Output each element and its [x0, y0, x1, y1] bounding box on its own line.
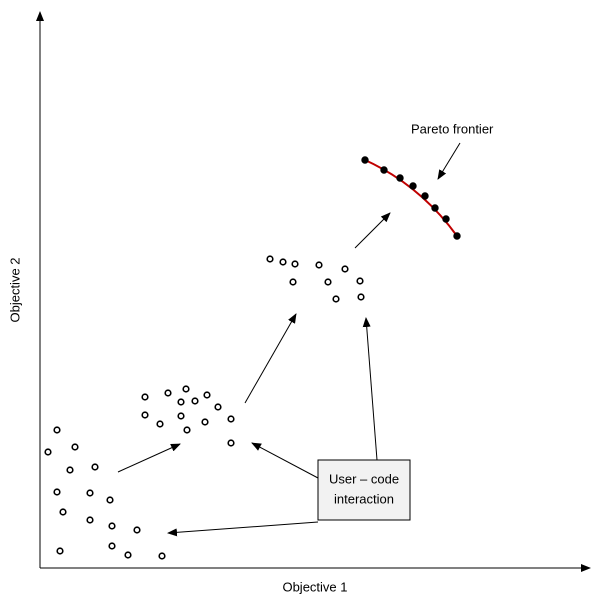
solution-point [133, 526, 141, 534]
solution-point [266, 255, 274, 263]
y-axis-label: Objective 2 [7, 257, 22, 322]
solution-point [182, 385, 190, 393]
solution-point [86, 516, 94, 524]
solution-point [357, 293, 365, 301]
points [44, 156, 461, 560]
solution-point [91, 463, 99, 471]
pareto-point [442, 215, 450, 223]
pareto-point [409, 182, 417, 190]
solution-point [203, 391, 211, 399]
pareto-point [380, 166, 388, 174]
solution-point [332, 295, 340, 303]
solution-point [124, 551, 132, 559]
solution-point [53, 426, 61, 434]
arrow [244, 313, 297, 404]
solution-point [227, 439, 235, 447]
solution-point [59, 508, 67, 516]
pareto-point [453, 232, 461, 240]
solution-point [289, 278, 297, 286]
interaction-label: interaction [334, 491, 394, 506]
pareto-point [421, 192, 429, 200]
solution-point [158, 552, 166, 560]
solution-point [108, 522, 116, 530]
interaction-label: User – code [329, 471, 399, 486]
solution-point [141, 411, 149, 419]
arrows [117, 142, 461, 537]
solution-point [71, 443, 79, 451]
solution-point [177, 398, 185, 406]
solution-point [291, 260, 299, 268]
solution-point [156, 420, 164, 428]
arrow [354, 212, 391, 249]
solution-point [141, 393, 149, 401]
pareto-point [396, 174, 404, 182]
solution-point [324, 278, 332, 286]
solution-point [201, 418, 209, 426]
solution-point [183, 426, 191, 434]
solution-point [214, 403, 222, 411]
solution-point [53, 488, 61, 496]
solution-point [44, 448, 52, 456]
solution-point [341, 265, 349, 273]
solution-point [227, 415, 235, 423]
solution-point [279, 258, 287, 266]
solution-point [108, 542, 116, 550]
pareto-label: Pareto frontier [411, 121, 494, 136]
solution-point [56, 547, 64, 555]
arrow [117, 443, 181, 473]
arrow [167, 521, 319, 537]
solution-point [315, 261, 323, 269]
solution-point [177, 412, 185, 420]
arrow [362, 317, 378, 461]
pareto-curve [364, 159, 458, 237]
solution-point [356, 277, 364, 285]
solution-point [66, 466, 74, 474]
solution-point [191, 397, 199, 405]
x-axis-label: Objective 1 [282, 579, 347, 594]
arrow [437, 142, 461, 180]
solution-point [86, 489, 94, 497]
solution-point [106, 496, 114, 504]
pareto-point [431, 204, 439, 212]
arrow [251, 442, 319, 479]
interaction-box [317, 459, 411, 521]
pareto-point [361, 156, 369, 164]
solution-point [164, 389, 172, 397]
